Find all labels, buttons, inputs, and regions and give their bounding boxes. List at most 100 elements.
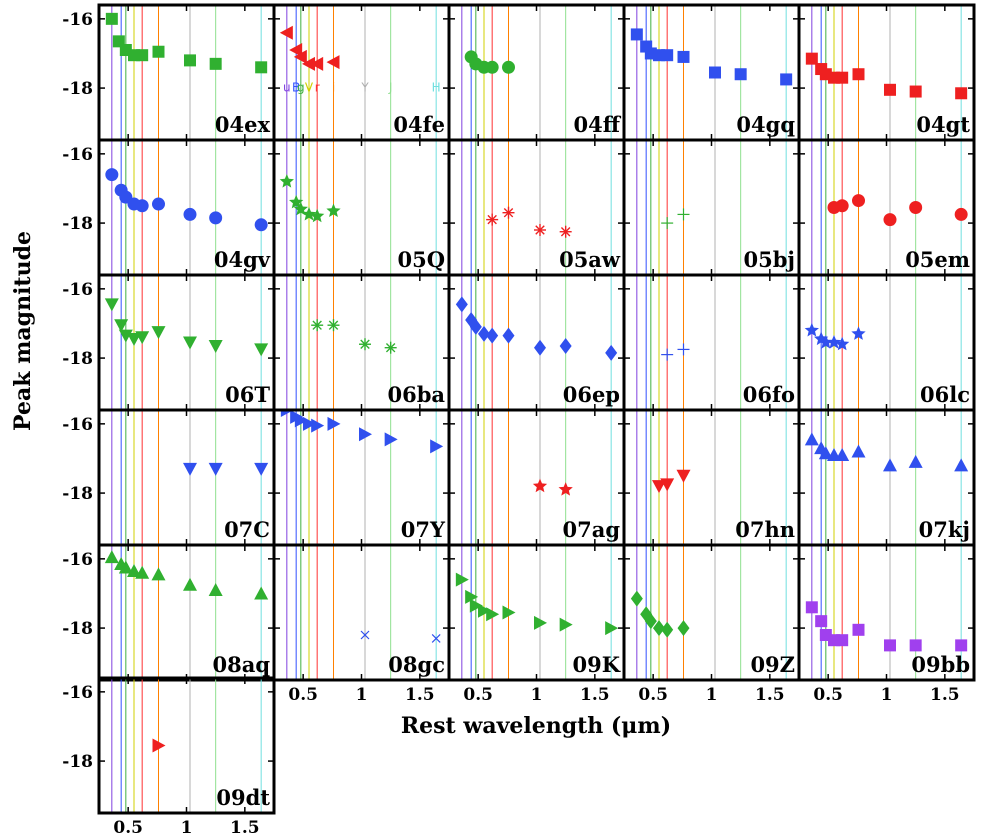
data-point [734,68,747,81]
panel-name: 04gq [736,112,795,137]
y-tick-label: -18 [62,752,93,772]
panel-06lc: 06lc [797,273,976,412]
data-point [805,601,818,614]
data-point [644,613,657,630]
data-point [835,448,850,461]
data-point [780,73,793,86]
data-point [559,617,573,632]
data-point [883,213,897,227]
data-point [183,336,197,350]
data-point [360,630,370,640]
data-point [836,71,849,84]
panel-05em: 05em [797,138,976,277]
data-point [955,639,968,652]
panel-frame [797,543,976,682]
data-point [502,605,516,620]
band-label-B: B [292,81,300,95]
data-point [677,343,690,356]
data-point [430,439,444,454]
data-point [254,586,269,600]
panel-name: 08gc [388,652,445,677]
data-point [818,446,833,460]
data-point [502,206,515,219]
data-point [310,56,324,71]
data-point [630,590,643,607]
data-point [208,339,223,353]
data-point [136,49,149,62]
x-tick-label: 1.5 [580,685,610,705]
data-point [909,85,922,98]
band-label-H: H [432,81,441,95]
data-point [502,60,515,74]
data-point [127,563,141,577]
panel-name: 07kj [919,517,970,542]
data-point [954,207,968,221]
data-point [294,413,308,428]
panel-frame [97,676,276,815]
data-point [677,208,690,221]
panel-07hn: 07hn [622,408,801,547]
panel-06T: 06T -16 -18 [62,273,276,412]
data-point [152,197,165,211]
panel-name: 09dt [216,785,270,810]
data-point [208,462,223,476]
data-point [289,43,303,57]
band-label-r: r [315,81,320,95]
data-point [852,623,865,636]
panel-name: 06T [225,382,270,407]
data-point [851,326,866,340]
y-tick-label: -18 [62,349,93,369]
panel-06ba: 06ba [272,273,451,412]
band-label-V: V [305,81,314,95]
data-point [293,49,307,64]
data-point [209,57,222,70]
panel-05aw: 05aw [447,138,626,277]
panel-name: 06lc [920,382,970,407]
panel-name: 04ex [215,112,271,137]
y-tick-label: -16 [62,550,93,570]
panel-09K: 09K 0.5 1 1.5 [447,543,626,705]
panel-07C: 07C -16 -18 [62,408,276,547]
band-label-g: g [297,81,305,95]
x-tick-label: 1.5 [755,685,785,705]
panel-name: 07C [224,517,270,542]
data-point [478,603,491,618]
data-point [469,318,482,335]
panel-04gq: 04gq [622,3,801,142]
data-point [836,634,849,647]
panel-name: 09Z [750,652,795,677]
data-point [640,606,653,623]
data-point [804,432,819,446]
data-point [311,319,324,332]
panel-name: 05em [905,247,970,272]
panel-07kj: 07kj [797,408,976,547]
data-point [677,620,690,637]
data-point [455,572,469,587]
panel-name: 05bj [743,247,795,272]
panel-05Q: 05Q [272,138,451,277]
x-tick-label: 1.5 [405,685,435,705]
data-point [301,206,317,221]
data-point [469,598,483,613]
data-point [661,348,674,361]
data-point [303,416,316,431]
data-point [135,199,149,213]
data-point [818,335,833,349]
data-point [909,201,923,214]
data-point [502,327,515,344]
data-point [327,416,341,431]
data-point [310,208,325,223]
panel-08aq: 08aq -16 -18 [62,543,276,682]
y-tick-label: -16 [62,10,93,30]
data-point [534,224,546,236]
data-point [661,49,674,62]
y-tick-label: -16 [62,683,93,703]
band-label-u: u [283,81,291,95]
data-point [431,634,441,643]
panel-name: 09K [573,652,621,677]
data-point [653,620,665,637]
data-point [279,174,294,188]
panel-04ex: 04ex -16 -18 [62,3,276,142]
